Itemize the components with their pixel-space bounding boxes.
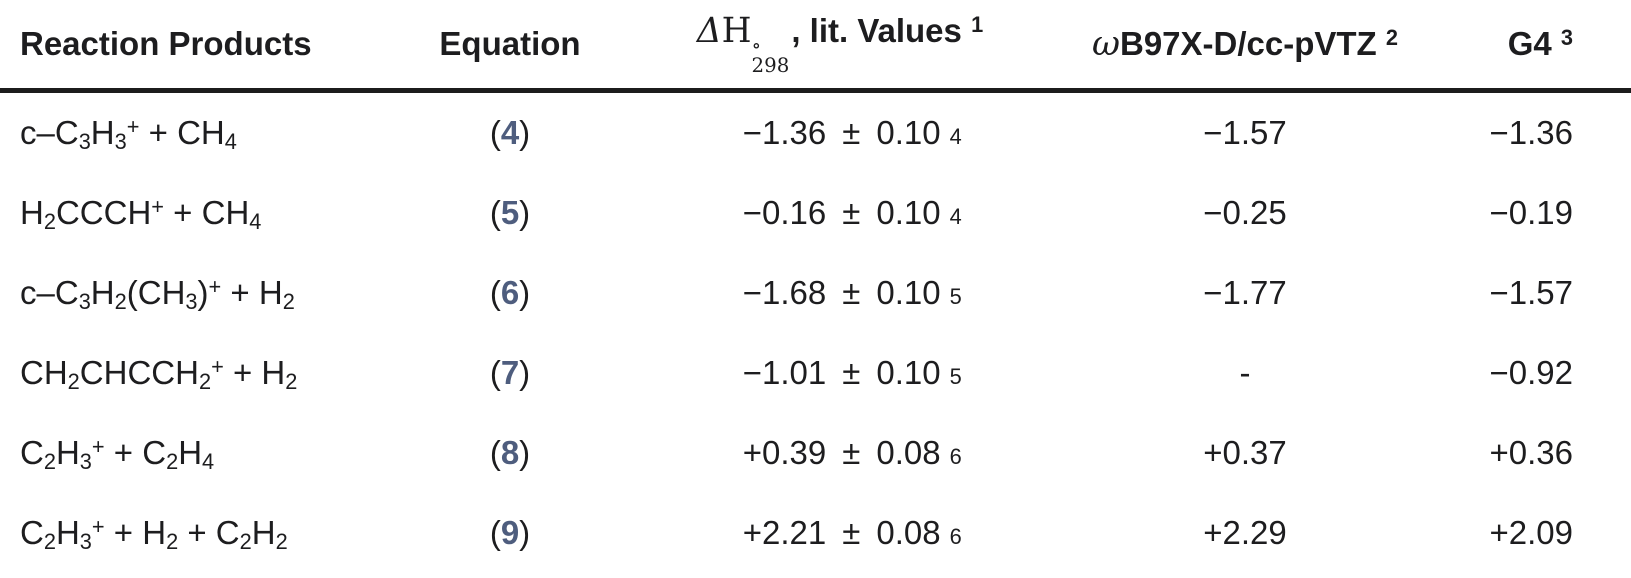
lit-uncertainty: 0.10	[876, 354, 941, 391]
plus-minus-sign: ±	[842, 434, 861, 471]
close-paren: )	[519, 114, 531, 151]
g4-value-cell: −0.19	[1489, 194, 1574, 231]
plus-minus-sign: ±	[842, 194, 861, 231]
reaction-products-cell: H2CCCH+ + CH4	[20, 194, 262, 234]
dft-value-cell: -	[1239, 354, 1251, 391]
header-reaction-products: Reaction Products	[20, 25, 312, 62]
open-paren: (	[489, 434, 501, 471]
open-paren: (	[489, 194, 501, 231]
lit-value-group: +2.21 ±0.08 6	[718, 514, 962, 552]
lit-uncertainty: 0.10	[876, 194, 941, 231]
reaction-products-cell: C2H3+ + C2H4	[20, 434, 215, 474]
dft-value-cell: −1.57	[1203, 114, 1287, 151]
lit-value: +0.39	[742, 434, 827, 471]
open-paren: (	[489, 354, 501, 391]
lit-uncertainty: 0.08	[876, 514, 941, 551]
plus-minus-sign: ±	[842, 354, 861, 391]
g4-value-cell: −0.92	[1489, 354, 1574, 391]
equation-number-link[interactable]: 9	[500, 514, 520, 551]
lit-value: −0.16	[742, 194, 827, 231]
table-row: CH2CHCCH2+ + H2 (7) −1.01 ±0.10 5- −0.92	[0, 333, 1631, 413]
table-row: c–C3H2(CH3)+ + H2 (6) −1.68 ±0.10 5 −1.77 −1.5…	[0, 253, 1631, 333]
header-rule-divider	[0, 88, 1631, 93]
equation-cell: (8)	[420, 434, 600, 472]
lit-uncertainty: 0.08	[876, 434, 941, 471]
lit-value: −1.36	[742, 114, 827, 151]
g4-value-cell: +0.36	[1489, 434, 1574, 471]
lit-uncertainty: 0.10	[876, 114, 941, 151]
plus-minus-sign: ±	[842, 274, 861, 311]
lit-value-cell: −1.36 ±0.10 4	[600, 114, 1080, 152]
lit-value-cell: −0.16 ±0.10 4	[600, 194, 1080, 232]
table-row: c–C3H3+ + CH4 (4) −1.36 ±0.10 4 −1.57 −1.36	[0, 93, 1631, 173]
table-row: C2H3+ + H2 + C2H2 (9) +2.21 ±0.08 6 +2.29 +2.0…	[0, 493, 1631, 573]
equation-number-link[interactable]: 4	[500, 114, 520, 151]
equation-cell: (4)	[420, 114, 600, 152]
open-paren: (	[489, 514, 501, 551]
table-header-row: Reaction Products Equation ΔH ∘ 298, lit. …	[0, 0, 1631, 88]
lit-value-group: −1.68 ±0.10 5	[718, 274, 962, 312]
open-paren: (	[489, 274, 501, 311]
lit-value: +2.21	[742, 514, 827, 551]
lit-value-group: −1.01 ±0.10 5	[718, 354, 962, 392]
equation-number-link[interactable]: 7	[500, 354, 520, 391]
dft-value-cell: +2.29	[1203, 514, 1287, 551]
equation-cell: (7)	[420, 354, 600, 392]
close-paren: )	[519, 194, 531, 231]
equation-cell: (9)	[420, 514, 600, 552]
reaction-products-cell: c–C3H3+ + CH4	[20, 114, 237, 154]
equation-number-link[interactable]: 5	[500, 194, 520, 231]
close-paren: )	[519, 514, 531, 551]
dft-value-cell: −1.77	[1203, 274, 1287, 311]
g4-value-cell: −1.57	[1489, 274, 1574, 311]
equation-cell: (6)	[420, 274, 600, 312]
dft-value-cell: +0.37	[1203, 434, 1287, 471]
table-row: H2CCCH+ + CH4 (5) −0.16 ±0.10 4 −0.25 −0.19	[0, 173, 1631, 253]
table-row: C2H3+ + C2H4 (8) +0.39 ±0.08 6 +0.37 +0.36	[0, 413, 1631, 493]
lit-value: −1.68	[742, 274, 827, 311]
lit-value-group: −0.16 ±0.10 4	[718, 194, 962, 232]
lit-value-group: +0.39 ±0.08 6	[718, 434, 962, 472]
lit-value-group: −1.36 ±0.10 4	[718, 114, 962, 152]
dft-value-cell: −0.25	[1203, 194, 1287, 231]
reaction-products-cell: c–C3H2(CH3)+ + H2	[20, 274, 295, 314]
table-body: c–C3H3+ + CH4 (4) −1.36 ±0.10 4 −1.57 −1.36 H2C…	[0, 93, 1631, 573]
lit-value-cell: +0.39 ±0.08 6	[600, 434, 1080, 472]
g4-value-cell: +2.09	[1489, 514, 1574, 551]
equation-number-link[interactable]: 8	[500, 434, 520, 471]
lit-value-cell: −1.01 ±0.10 5	[600, 354, 1080, 392]
reaction-products-cell: C2H3+ + H2 + C2H2	[20, 514, 288, 554]
header-dft-method: ωB97X-D/cc-pVTZ 2	[1092, 24, 1398, 64]
plus-minus-sign: ±	[842, 514, 861, 551]
lit-value-cell: +2.21 ±0.08 6	[600, 514, 1080, 552]
lit-uncertainty: 0.10	[876, 274, 941, 311]
close-paren: )	[519, 434, 531, 471]
equation-cell: (5)	[420, 194, 600, 232]
lit-value-cell: −1.68 ±0.10 5	[600, 274, 1080, 312]
close-paren: )	[519, 354, 531, 391]
header-g4: G4 3	[1507, 25, 1573, 62]
header-lit-values: ΔH ∘ 298, lit. Values 1	[696, 10, 984, 78]
g4-value-cell: −1.36	[1489, 114, 1574, 151]
equation-number-link[interactable]: 6	[500, 274, 520, 311]
plus-minus-sign: ±	[842, 114, 861, 151]
header-equation: Equation	[439, 25, 581, 62]
lit-value: −1.01	[742, 354, 827, 391]
close-paren: )	[519, 274, 531, 311]
reaction-products-cell: CH2CHCCH2+ + H2	[20, 354, 298, 394]
open-paren: (	[489, 114, 501, 151]
